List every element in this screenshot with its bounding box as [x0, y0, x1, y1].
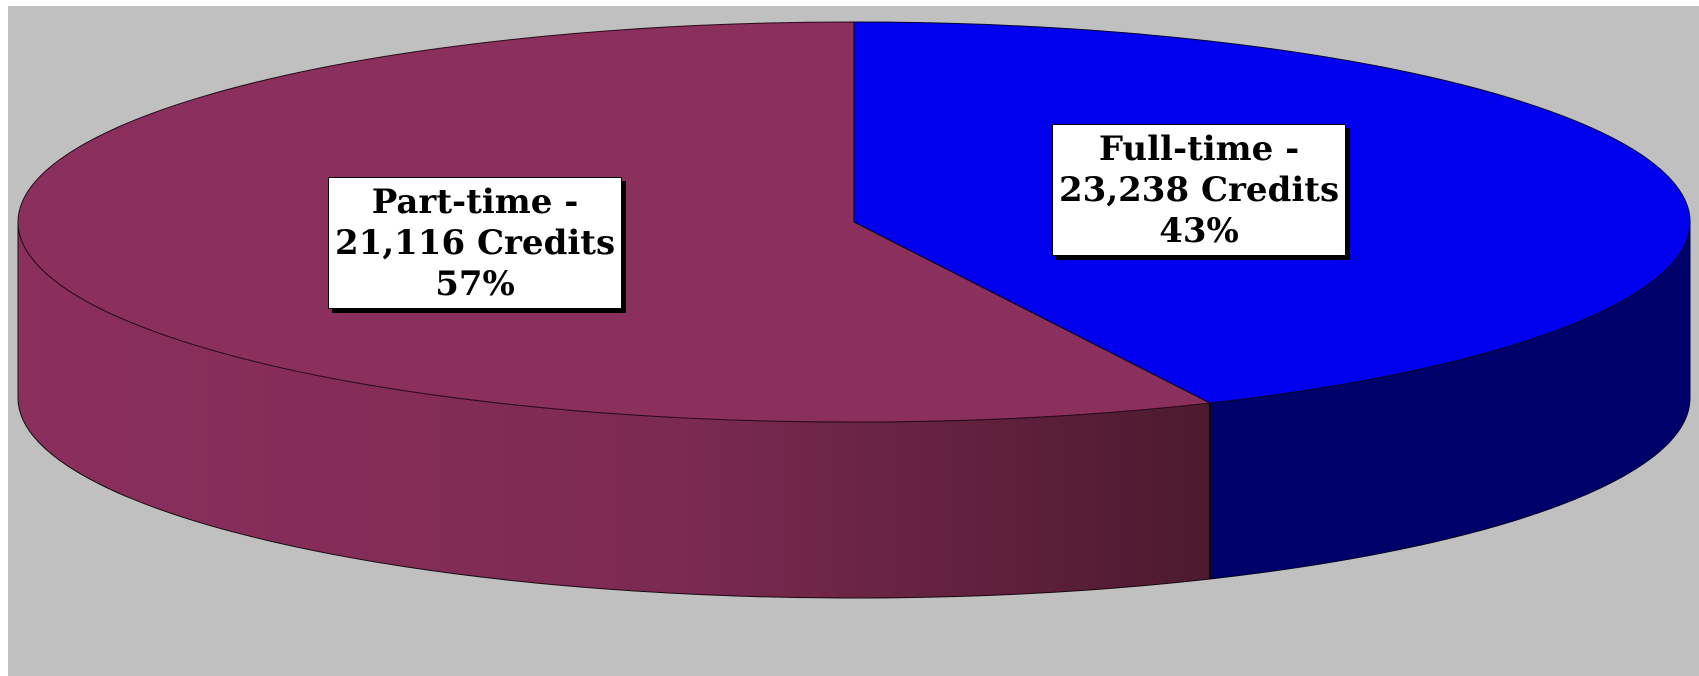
full-time-data-label: Full-time - 23,238 Credits 43%: [1052, 124, 1347, 257]
chart-area: Part-time - 21,116 Credits 57% Full-time…: [8, 6, 1699, 676]
part-time-credits: 21,116 Credits: [335, 222, 616, 263]
full-time-percent: 43%: [1159, 210, 1239, 251]
pie-chart: [17, 21, 1691, 599]
part-time-percent: 57%: [435, 263, 515, 304]
part-time-name: Part-time -: [371, 182, 579, 222]
full-time-credits: 23,238 Credits: [1059, 169, 1340, 210]
part-time-data-label: Part-time - 21,116 Credits 57%: [328, 177, 623, 310]
full-time-name: Full-time -: [1098, 129, 1300, 169]
